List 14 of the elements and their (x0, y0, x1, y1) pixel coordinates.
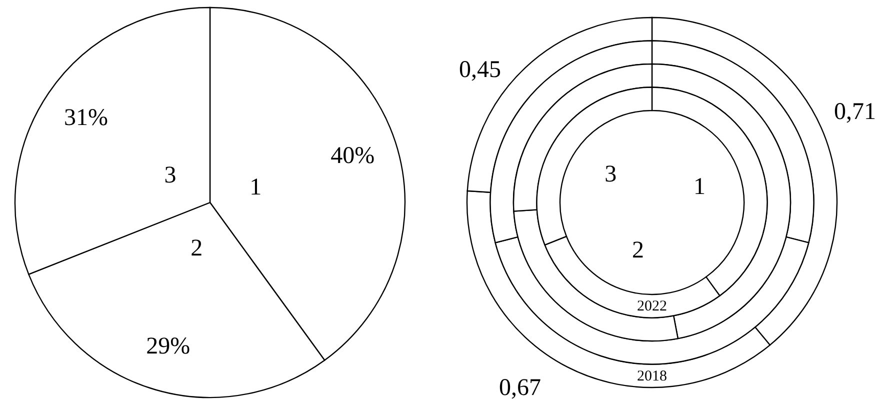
slice-label: 1 (250, 174, 262, 201)
slice-label: 3 (604, 161, 617, 188)
slice-label: 1 (694, 174, 706, 200)
data-label: 29% (146, 334, 190, 360)
slice-label: 2022 (637, 298, 667, 315)
text: 0,71 (834, 99, 876, 125)
data-label: 40% (330, 143, 375, 170)
slice-label: 2018 (637, 368, 667, 384)
slice-label: 2 (632, 238, 644, 264)
slice-label: 3 (164, 162, 176, 189)
text: 0,67 (499, 375, 541, 401)
data-label: 31% (64, 105, 108, 132)
text: 0,45 (459, 57, 501, 83)
slice-label: 2 (190, 236, 203, 262)
